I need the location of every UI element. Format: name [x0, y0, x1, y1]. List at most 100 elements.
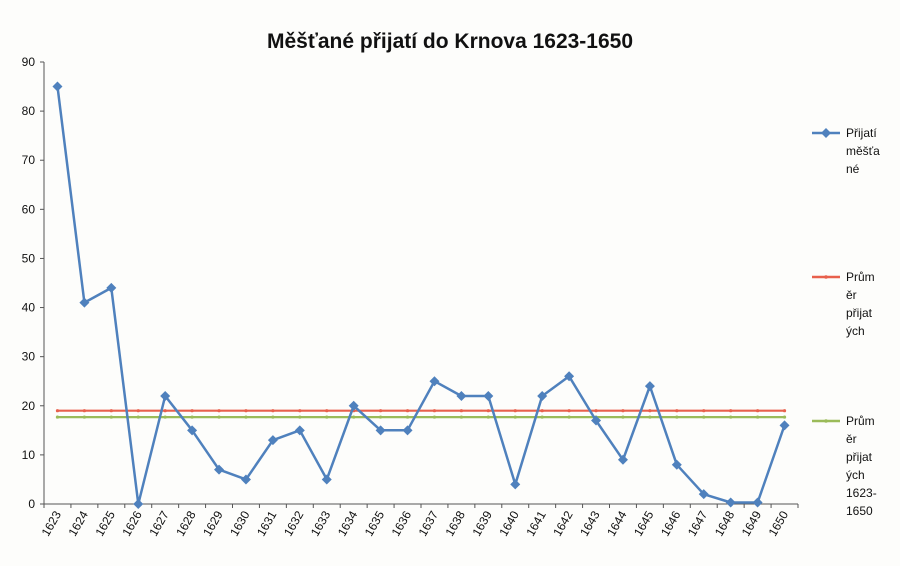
- plot-area: [52, 81, 790, 509]
- series-line-1: [56, 86, 786, 506]
- legend-label: měšťa: [846, 144, 880, 158]
- data-point: [456, 390, 467, 401]
- y-tick-label: 10: [22, 448, 36, 462]
- average-point: [459, 409, 463, 413]
- average-point: [729, 409, 733, 413]
- average-point: [756, 409, 760, 413]
- average-point: [298, 409, 302, 413]
- legend-label: přijat: [846, 306, 873, 320]
- legend-marker: [821, 128, 831, 138]
- average-point: [513, 409, 517, 413]
- average-point: [621, 415, 625, 419]
- legend-label: 1650: [846, 504, 873, 518]
- data-point: [214, 464, 225, 475]
- data-point: [671, 459, 682, 470]
- data-point: [510, 479, 521, 490]
- average-point: [217, 415, 221, 419]
- legend-label: ých: [846, 324, 865, 338]
- average-point: [271, 415, 275, 419]
- average-point: [432, 409, 437, 413]
- data-point: [52, 81, 63, 92]
- y-tick-label: 20: [22, 399, 36, 413]
- average-point: [82, 409, 86, 413]
- average-point: [486, 409, 490, 413]
- average-point: [82, 415, 86, 419]
- average-point: [298, 415, 302, 419]
- data-point: [240, 474, 251, 485]
- average-point: [567, 415, 571, 419]
- legend-label: Prům: [846, 270, 875, 284]
- average-point: [513, 415, 517, 419]
- legend-label: né: [846, 162, 860, 176]
- data-point: [483, 390, 494, 401]
- y-tick-label: 60: [22, 202, 36, 216]
- average-point: [136, 409, 140, 413]
- average-point: [217, 409, 221, 413]
- average-point: [486, 415, 490, 419]
- average-point: [702, 415, 706, 419]
- data-point: [133, 499, 144, 509]
- average-point: [379, 415, 383, 419]
- y-tick-label: 40: [22, 301, 36, 315]
- data-point: [294, 425, 305, 436]
- data-point: [402, 425, 413, 436]
- average-point: [621, 409, 625, 413]
- data-point: [267, 435, 278, 446]
- data-point: [752, 497, 763, 508]
- average-point: [782, 415, 787, 419]
- legend-label: ěr: [846, 432, 857, 446]
- y-tick-label: 80: [22, 104, 36, 118]
- average-point: [325, 409, 329, 413]
- average-point: [432, 415, 437, 419]
- y-tick-label: 30: [22, 350, 36, 364]
- average-point: [594, 409, 598, 413]
- legend-label: Prům: [846, 414, 875, 428]
- average-point: [352, 415, 356, 419]
- average-point: [190, 415, 194, 419]
- average-point: [405, 415, 410, 419]
- y-tick-label: 90: [22, 55, 36, 69]
- data-point: [644, 381, 655, 392]
- data-point: [537, 390, 548, 401]
- average-point: [163, 415, 167, 419]
- average-point: [540, 409, 544, 413]
- y-tick-label: 0: [28, 497, 35, 511]
- y-tick-label: 50: [22, 251, 36, 265]
- legend-label: Přijatí: [846, 126, 877, 140]
- average-point: [379, 409, 383, 413]
- data-point: [698, 489, 709, 500]
- legend: Přijatí měšťa né Prům ěr přijat ých Prům ěr přija…: [812, 126, 880, 518]
- average-point: [271, 409, 275, 413]
- legend-label: přijat: [846, 450, 873, 464]
- average-point: [109, 409, 113, 413]
- average-point: [648, 415, 652, 419]
- data-point: [187, 425, 198, 436]
- y-tick-label: 70: [22, 153, 36, 167]
- average-point: [325, 415, 329, 419]
- legend-label: 1623-: [846, 486, 877, 500]
- data-point: [779, 420, 790, 431]
- data-point: [591, 415, 602, 426]
- average-point: [190, 409, 194, 413]
- average-point: [163, 409, 167, 413]
- data-point: [429, 376, 440, 387]
- average-point: [540, 415, 544, 419]
- average-point: [405, 409, 410, 413]
- average-point: [782, 409, 787, 413]
- data-point: [564, 371, 575, 382]
- data-point: [375, 425, 386, 436]
- average-point: [459, 415, 463, 419]
- average-point: [136, 415, 140, 419]
- average-point: [729, 415, 733, 419]
- average-point: [702, 409, 706, 413]
- average-point: [675, 415, 679, 419]
- average-point: [756, 415, 760, 419]
- data-point: [321, 474, 332, 485]
- average-point: [648, 409, 652, 413]
- average-point: [675, 409, 679, 413]
- legend-label: ých: [846, 468, 865, 482]
- data-point: [106, 282, 117, 293]
- average-point: [109, 415, 113, 419]
- data-point: [160, 390, 171, 401]
